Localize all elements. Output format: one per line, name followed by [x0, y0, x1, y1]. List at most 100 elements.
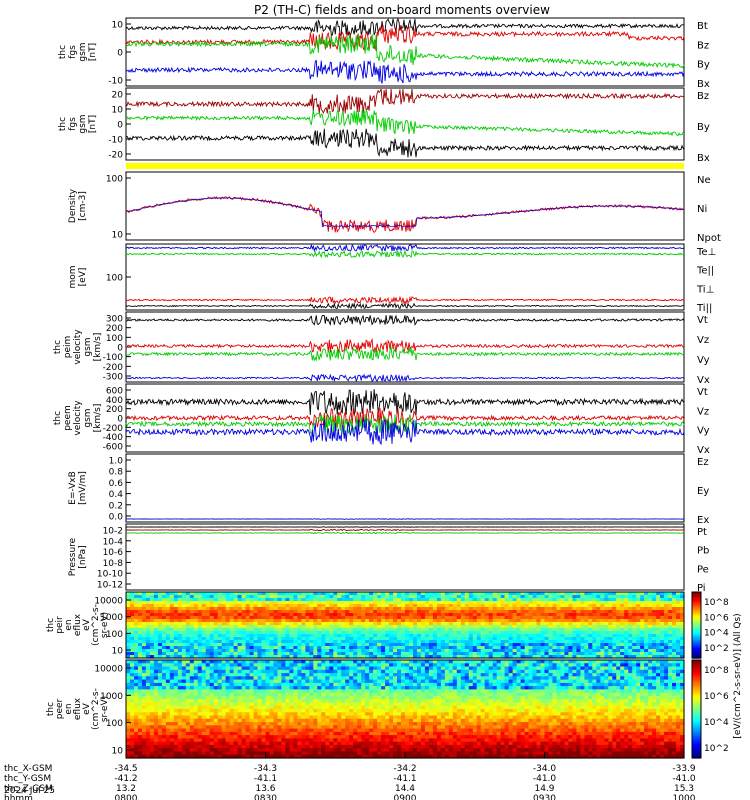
spectrogram-cell — [353, 660, 358, 664]
spectrogram-cell — [138, 679, 143, 684]
spectrogram-cell — [576, 613, 581, 617]
spectrogram-cell — [337, 604, 342, 608]
spectrogram-cell — [680, 604, 685, 608]
spectrogram-cell — [257, 646, 263, 650]
spectrogram-cell — [676, 666, 681, 671]
spectrogram-cell — [672, 625, 677, 629]
spectrogram-cell — [281, 625, 286, 629]
spectrogram-cell — [309, 692, 314, 697]
spectrogram-cell — [496, 613, 502, 617]
spectrogram-cell — [321, 643, 326, 647]
spectrogram-cell — [265, 679, 271, 684]
spectrogram-cell — [381, 679, 386, 684]
spectrogram-cell — [153, 601, 159, 605]
spectrogram-cell — [229, 604, 235, 608]
spectrogram-cell — [297, 695, 302, 700]
spectrogram-cell — [313, 637, 318, 641]
spectrogram-cell — [592, 646, 597, 650]
spectrogram-cell — [253, 601, 259, 605]
y-axis-label: gsm — [83, 408, 93, 427]
spectrogram-cell — [169, 655, 175, 659]
spectrogram-cell — [165, 689, 171, 694]
spectrogram-cell — [584, 616, 589, 620]
spectrogram-cell — [492, 604, 498, 608]
y-axis-label: velocity — [73, 329, 83, 365]
spectrogram-cell — [468, 695, 474, 700]
spectrogram-cell — [213, 686, 219, 690]
spectrogram-cell — [596, 631, 601, 635]
spectrogram-cell — [225, 660, 231, 664]
spectrogram-cell — [138, 646, 143, 650]
spectrogram-cell — [592, 686, 597, 690]
spectrogram-cell — [297, 649, 302, 653]
spectrogram-cell — [205, 649, 211, 653]
spectrogram-cell — [660, 613, 665, 617]
spectrogram-cell — [289, 625, 294, 629]
spectrogram-cell — [401, 604, 406, 608]
spectrogram-cell — [153, 682, 159, 687]
spectrogram-cell — [221, 598, 227, 602]
spectrogram-cell — [572, 643, 577, 647]
spectrogram-cell — [221, 669, 227, 674]
spectrogram-cell — [333, 601, 338, 605]
spectrogram-cell — [448, 604, 454, 608]
spectrogram-cell — [448, 649, 454, 653]
spectrogram-cell — [424, 679, 430, 684]
spectrogram-cell — [301, 692, 306, 697]
spectrogram-cell — [424, 604, 430, 608]
y-tick-label: -10 — [108, 136, 123, 146]
spectrogram-cell — [141, 622, 147, 626]
spectrogram-cell — [261, 686, 267, 690]
spectrogram-cell — [405, 695, 410, 700]
spectrogram-cell — [233, 699, 239, 704]
spectrogram-cell — [130, 592, 135, 596]
spectrogram-cell — [145, 695, 151, 700]
spectrogram-cell — [389, 660, 394, 664]
spectrogram-cell — [193, 643, 199, 647]
spectrogram-cell — [337, 686, 342, 690]
spectrogram-cell — [588, 669, 593, 674]
spectrogram-cell — [672, 601, 677, 605]
spectrogram-cell — [432, 616, 438, 620]
spectrogram-cell — [484, 669, 490, 674]
spectrogram-cell — [620, 669, 625, 674]
spectrogram-cell — [197, 613, 203, 617]
spectrogram-cell — [149, 628, 155, 632]
spectrogram-cell — [524, 631, 530, 635]
spectrogram-cell — [680, 643, 685, 647]
spectrogram-cell — [333, 628, 338, 632]
spectrogram-cell — [225, 592, 231, 596]
spectrogram-cell — [576, 595, 581, 599]
spectrogram-cell — [668, 689, 673, 694]
spectrogram-cell — [604, 649, 609, 653]
spectrogram-cell — [512, 607, 518, 611]
spectrogram-cell — [233, 673, 239, 677]
spectrogram-cell — [600, 634, 605, 638]
spectrogram-cell — [405, 625, 410, 629]
spectrogram-cell — [417, 607, 422, 611]
spectrogram-cell — [600, 613, 605, 617]
spectrogram-cell — [257, 679, 263, 684]
spectrogram-cell — [484, 640, 490, 644]
spectrogram-cell — [488, 660, 494, 664]
spectrogram-cell — [321, 607, 326, 611]
spectrogram-cell — [624, 592, 629, 596]
spectrogram-cell — [365, 598, 370, 602]
spectrogram-cell — [333, 673, 338, 677]
spectrogram-cell — [293, 613, 298, 617]
spectrogram-cell — [165, 613, 171, 617]
legend-label: Pi — [697, 583, 706, 594]
spectrogram-cell — [500, 616, 506, 620]
spectrogram-cell — [309, 601, 314, 605]
spectrogram-cell — [528, 666, 534, 671]
spectrogram-cell — [201, 676, 207, 681]
spectrogram-cell — [488, 598, 494, 602]
spectrogram-cell — [161, 660, 167, 664]
spectrogram-cell — [560, 646, 565, 650]
spectrogram-cell — [636, 625, 641, 629]
spectrogram-cell — [329, 598, 334, 602]
spectrogram-cell — [285, 649, 290, 653]
spectrogram-cell — [313, 601, 318, 605]
spectrogram-cell — [138, 613, 143, 617]
spectrogram-cell — [628, 663, 633, 668]
